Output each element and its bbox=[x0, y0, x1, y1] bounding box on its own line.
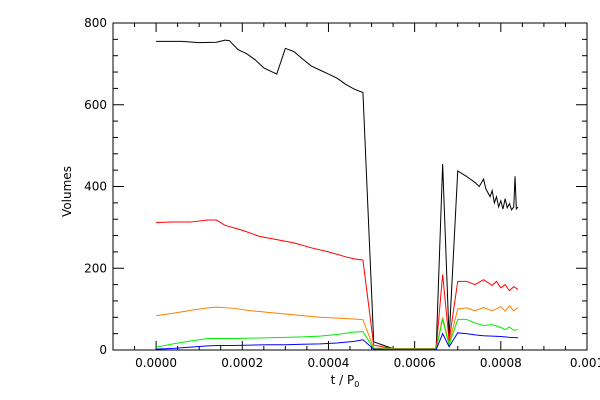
x-axis-label: t / P0 bbox=[331, 373, 360, 389]
x-tick-label: 0.0004 bbox=[307, 356, 349, 370]
series-line-0 bbox=[156, 39, 519, 350]
x-tick-label: 0.0006 bbox=[394, 356, 436, 370]
series-line-2 bbox=[156, 305, 519, 350]
x-tick-label: 0.001 bbox=[570, 356, 600, 370]
x-axis-label-subscript: 0 bbox=[354, 380, 359, 389]
series-line-4 bbox=[156, 332, 519, 351]
series-line-1 bbox=[156, 219, 519, 350]
y-tick-label: 600 bbox=[84, 98, 107, 112]
x-tick-label: 0.0008 bbox=[480, 356, 522, 370]
x-tick-label: 0.0002 bbox=[221, 356, 263, 370]
y-tick-label: 800 bbox=[84, 16, 107, 30]
y-tick-label: 400 bbox=[84, 180, 107, 194]
series-lines bbox=[155, 39, 519, 351]
y-tick-label: 0 bbox=[99, 343, 107, 357]
y-tick-label: 200 bbox=[84, 261, 107, 275]
tick-labels: 0.0000 0.0002 0.0004 0.0006 0.0008 0.001 0 200 4… bbox=[84, 16, 600, 370]
x-tick-label: 0.0000 bbox=[135, 356, 177, 370]
axis-ticks bbox=[113, 22, 588, 351]
series-line-3 bbox=[155, 318, 519, 350]
y-axis-label: Volumes bbox=[60, 166, 74, 217]
